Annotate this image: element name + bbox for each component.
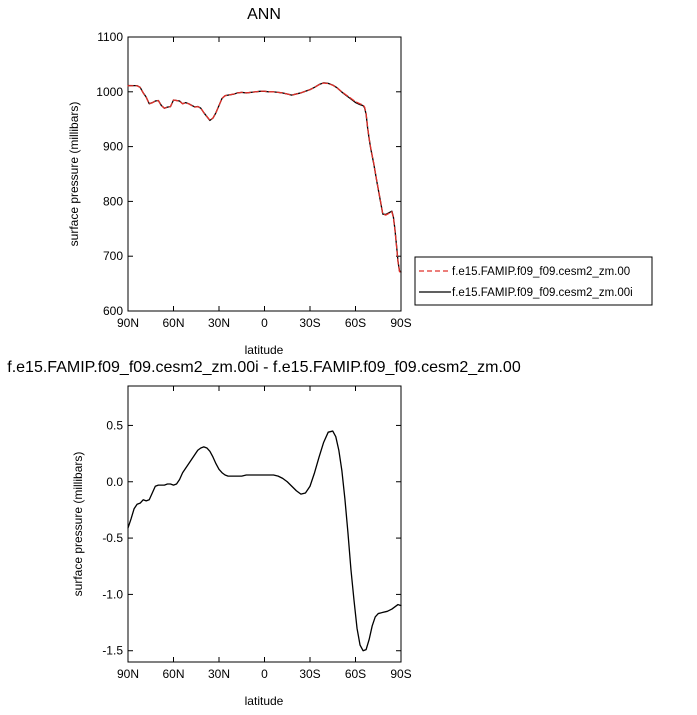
top-x-tick-label: 90N: [117, 316, 139, 330]
top-series-line-1: [127, 82, 402, 274]
top-x-axis-label: latitude: [245, 343, 284, 357]
legend-box: [414, 256, 653, 306]
bottom-y-tick-label: 0.0: [106, 475, 123, 489]
legend: f.e15.FAMIP.f09_f09.cesm2_zm.00 f.e15.FA…: [414, 256, 653, 306]
top-x-tick-label: 90S: [390, 316, 411, 330]
bottom-chart-title: f.e15.FAMIP.f09_f09.cesm2_zm.00i - f.e15…: [7, 359, 521, 376]
bottom-x-tick-label: 90N: [117, 667, 139, 681]
bottom-y-ticks: -1.5 -1.0 -0.5 0.0 0.5: [102, 418, 401, 658]
bottom-x-tick-label: 30S: [299, 667, 320, 681]
top-y-tick-label: 600: [103, 304, 123, 318]
top-chart: ANN 90N 60N 30N 0 30S 60S 90S 600 700 800 900 1000…: [67, 6, 412, 357]
bottom-series-lines: [127, 430, 402, 652]
bottom-plot-frame: [127, 385, 402, 663]
top-y-tick-label: 1100: [97, 30, 123, 44]
top-y-tick-label: 1000: [96, 85, 123, 99]
top-chart-title: ANN: [247, 6, 281, 23]
bottom-x-ticks: 90N 60N 30N 0 30S 60S 90S: [117, 386, 412, 681]
bottom-x-axis-label: latitude: [245, 694, 284, 708]
bottom-chart: f.e15.FAMIP.f09_f09.cesm2_zm.00i - f.e15…: [7, 359, 521, 708]
top-series-lines: [127, 82, 402, 274]
top-x-tick-label: 0: [261, 316, 268, 330]
top-y-tick-label: 800: [103, 194, 123, 208]
top-x-tick-label: 30S: [299, 316, 320, 330]
top-x-ticks: 90N 60N 30N 0 30S 60S 90S: [117, 37, 412, 330]
bottom-y-tick-label: -1.5: [102, 644, 123, 658]
top-x-tick-label: 30N: [208, 316, 230, 330]
bottom-x-tick-label: 0: [261, 667, 268, 681]
bottom-x-tick-label: 60S: [345, 667, 366, 681]
bottom-y-tick-label: -0.5: [102, 531, 123, 545]
top-y-axis-label: surface pressure (millibars): [67, 102, 81, 247]
legend-label-series-1: f.e15.FAMIP.f09_f09.cesm2_zm.00: [452, 266, 630, 278]
bottom-y-tick-label: 0.5: [106, 418, 123, 432]
bottom-series-line-1: [127, 430, 402, 652]
legend-label-series-2: f.e15.FAMIP.f09_f09.cesm2_zm.00i: [452, 287, 633, 299]
top-series-line-2: [127, 82, 402, 273]
top-x-tick-label: 60S: [345, 316, 366, 330]
bottom-x-tick-label: 30N: [208, 667, 230, 681]
bottom-x-tick-label: 90S: [390, 667, 411, 681]
bottom-y-tick-label: -1.0: [102, 587, 123, 601]
top-y-tick-label: 900: [103, 140, 123, 154]
bottom-x-tick-label: 60N: [162, 667, 184, 681]
top-y-ticks: 600 700 800 900 1000 1100: [96, 30, 401, 318]
top-y-tick-label: 700: [103, 249, 123, 263]
bottom-y-axis-label: surface pressure (millibars): [71, 452, 85, 597]
top-plot-frame: [127, 36, 402, 312]
top-x-tick-label: 60N: [162, 316, 184, 330]
